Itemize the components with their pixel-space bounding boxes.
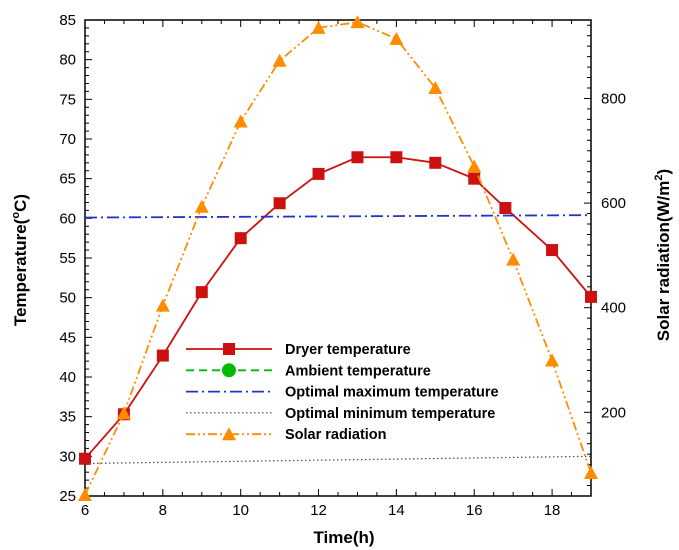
data-point (272, 53, 287, 67)
data-point (195, 286, 208, 299)
x-tick-label: 18 (544, 502, 561, 519)
y-left-tick-label: 80 (59, 52, 76, 69)
series-2 (84, 214, 592, 219)
series-4 (78, 15, 598, 501)
axes: 6 8 10 12 14 16 18 25 30 35 40 45 50 55 60 65 70 75 80 85 20… (59, 12, 626, 519)
data-point (156, 349, 169, 362)
data-point (234, 232, 247, 245)
data-point (428, 81, 443, 94)
y-right-tick-label: 400 (601, 300, 626, 317)
legend: Dryer temperature Ambient temperature Opti… (186, 342, 499, 443)
series-line (84, 455, 592, 465)
series-line (84, 214, 592, 219)
x-tick-label: 14 (388, 502, 405, 519)
data-point (545, 353, 560, 367)
data-point (467, 159, 482, 173)
data-point (499, 202, 512, 215)
data-point (79, 452, 91, 465)
x-tick-label: 8 (159, 502, 167, 519)
y-left-tick-label: 55 (59, 250, 76, 267)
x-tick-label: 12 (310, 502, 327, 519)
data-point (429, 156, 442, 169)
y-left-tick-label: 70 (59, 131, 76, 148)
data-point (312, 167, 325, 180)
data-point (273, 197, 286, 210)
data-point (506, 252, 521, 266)
legend-label: Optimal maximum temperature (285, 385, 499, 401)
y-left-tick-label: 75 (59, 91, 76, 108)
x-tick-label: 6 (81, 502, 89, 519)
data-point (351, 151, 364, 164)
y-left-tick-label: 25 (59, 488, 76, 505)
legend-label: Dryer temperature (285, 342, 411, 358)
data-point (233, 114, 248, 128)
y-axis-left-title: Temperature(oC) (10, 194, 30, 326)
data-point (468, 172, 481, 185)
data-point (194, 199, 209, 213)
y-left-tick-label: 85 (59, 12, 76, 29)
y-right-tick-label: 600 (601, 195, 626, 212)
y-left-tick-label: 50 (59, 290, 76, 307)
legend-marker (223, 343, 235, 355)
y-axis-right-title: Solar radiation(W/m2) (653, 169, 673, 341)
legend-marker (222, 363, 236, 378)
data-point (389, 31, 404, 45)
y-left-tick-label: 60 (59, 210, 76, 227)
data-point (78, 487, 92, 501)
series-layer (78, 15, 598, 501)
x-tick-label: 16 (466, 502, 483, 519)
data-point (155, 298, 170, 312)
y-left-tick-label: 35 (59, 409, 76, 426)
data-point (311, 20, 326, 34)
legend-label: Ambient temperature (285, 363, 431, 379)
series-3 (84, 455, 592, 465)
x-axis-title: Time(h) (313, 528, 374, 547)
data-point (350, 15, 365, 29)
legend-label: Solar radiation (285, 427, 387, 443)
data-point (390, 151, 403, 164)
legend-marker (222, 427, 236, 441)
data-point (116, 406, 131, 420)
legend-label: Optimal minimum temperature (285, 406, 495, 422)
y-right-tick-label: 200 (601, 404, 626, 421)
data-point (546, 244, 559, 257)
y-left-tick-label: 30 (59, 448, 76, 465)
data-point (584, 465, 598, 479)
data-point (585, 290, 597, 303)
y-left-tick-label: 45 (59, 329, 76, 346)
y-left-tick-label: 65 (59, 171, 76, 188)
x-tick-label: 10 (232, 502, 249, 519)
series-0 (79, 151, 597, 465)
series-line (84, 21, 592, 496)
y-right-tick-label: 800 (601, 90, 626, 107)
y-left-tick-label: 40 (59, 369, 76, 386)
